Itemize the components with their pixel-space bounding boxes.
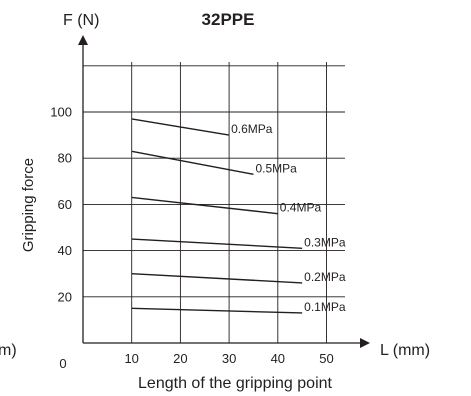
series-label-0-6mpa: 0.6MPa <box>231 122 273 136</box>
series-line-0-2mpa <box>131 273 303 284</box>
axes <box>78 35 370 348</box>
grid <box>83 62 345 343</box>
labels: 32PPE F (N) L (mm) Length of the grippin… <box>0 10 430 392</box>
series-group <box>131 118 303 314</box>
y-tick-label-20: 20 <box>58 289 72 304</box>
origin-label: 0 <box>59 356 66 371</box>
x-tick-label-50: 50 <box>319 351 333 366</box>
series-label-0-4mpa: 0.4MPa <box>280 201 322 215</box>
x-axis-name: L (mm) <box>380 342 430 359</box>
y-tick-label-80: 80 <box>58 151 72 166</box>
series-line-0-3mpa <box>131 238 303 249</box>
chart-title: 32PPE <box>202 10 255 29</box>
x-axis-label: Length of the gripping point <box>138 375 332 392</box>
left-cut-label: m) <box>0 342 17 359</box>
x-tick-label-40: 40 <box>271 351 285 366</box>
y-axis-name: F (N) <box>63 12 99 29</box>
series-label-0-2mpa: 0.2MPa <box>304 270 346 284</box>
x-tick-label-30: 30 <box>222 351 236 366</box>
series-label-0-3mpa: 0.3MPa <box>304 235 346 249</box>
y-axis-label: Gripping force <box>20 158 37 252</box>
y-tick-label-60: 60 <box>58 197 72 212</box>
series-line-0-5mpa <box>131 150 254 176</box>
y-tick-label-100: 100 <box>50 105 72 120</box>
x-axis-arrow-icon <box>360 338 370 348</box>
series-line-0-6mpa <box>131 118 230 136</box>
y-tick-label-40: 40 <box>58 243 72 258</box>
series-line-0-1mpa <box>131 307 303 314</box>
x-tick-label-20: 20 <box>173 351 187 366</box>
series-label-0-5mpa: 0.5MPa <box>255 161 297 175</box>
x-tick-label-10: 10 <box>124 351 138 366</box>
series-label-0-1mpa: 0.1MPa <box>304 300 346 314</box>
y-axis-arrow-icon <box>78 35 88 45</box>
series-line-0-4mpa <box>131 196 278 215</box>
